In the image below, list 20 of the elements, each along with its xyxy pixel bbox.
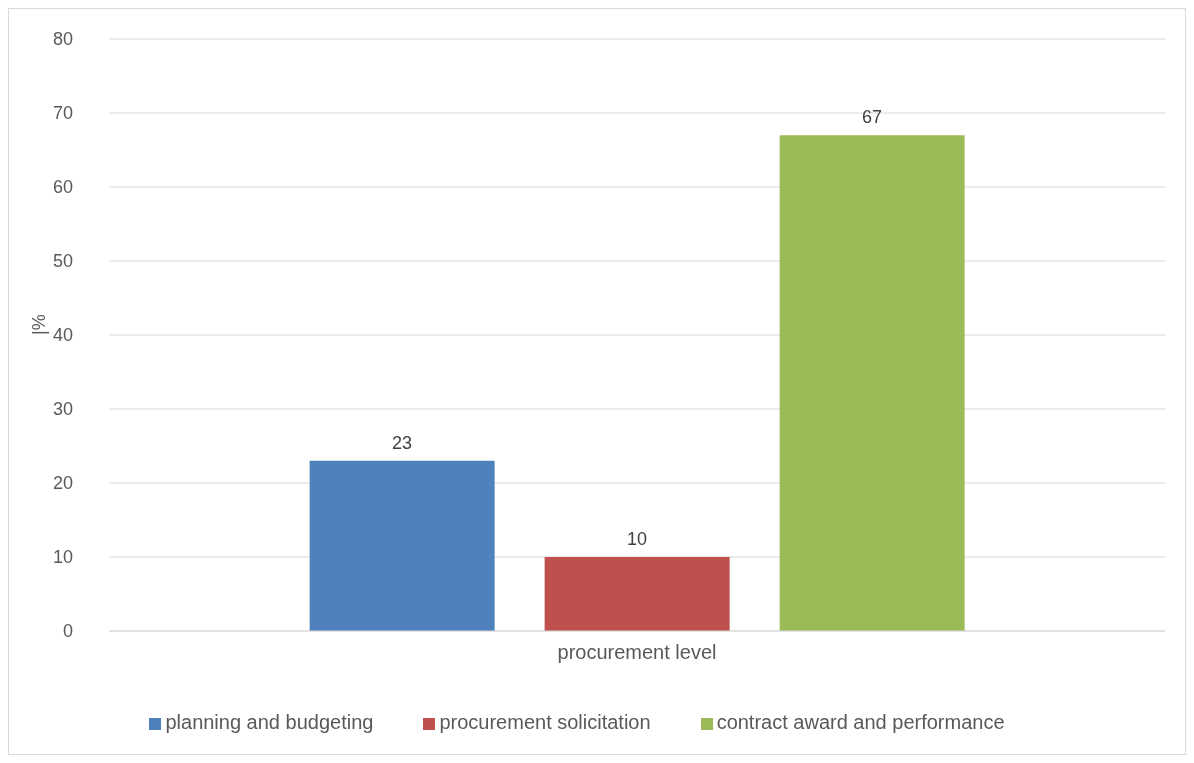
legend-label: procurement solicitation — [439, 711, 651, 733]
y-tick-label: 70 — [52, 103, 73, 124]
y-tick-label: 30 — [52, 399, 73, 420]
bar — [544, 557, 730, 631]
y-tick-label: 10 — [52, 547, 73, 568]
data-label: 23 — [392, 432, 413, 453]
y-tick-label: 0 — [62, 621, 73, 642]
legend-label: planning and budgeting — [165, 711, 374, 733]
data-label: 10 — [627, 529, 648, 549]
y-tick-label: 80 — [52, 29, 73, 50]
y-tick-label: 20 — [52, 473, 73, 494]
y-tick-label: 40 — [52, 325, 73, 346]
data-label: 67 — [862, 107, 883, 128]
bar — [309, 460, 495, 631]
x-axis-title: procurement level — [557, 641, 717, 664]
y-tick-label: 50 — [52, 251, 73, 272]
legend-label: contract award and performance — [716, 711, 1005, 733]
bar — [779, 135, 965, 631]
y-axis-title: |% — [29, 314, 50, 335]
y-tick-label: 60 — [52, 177, 73, 198]
